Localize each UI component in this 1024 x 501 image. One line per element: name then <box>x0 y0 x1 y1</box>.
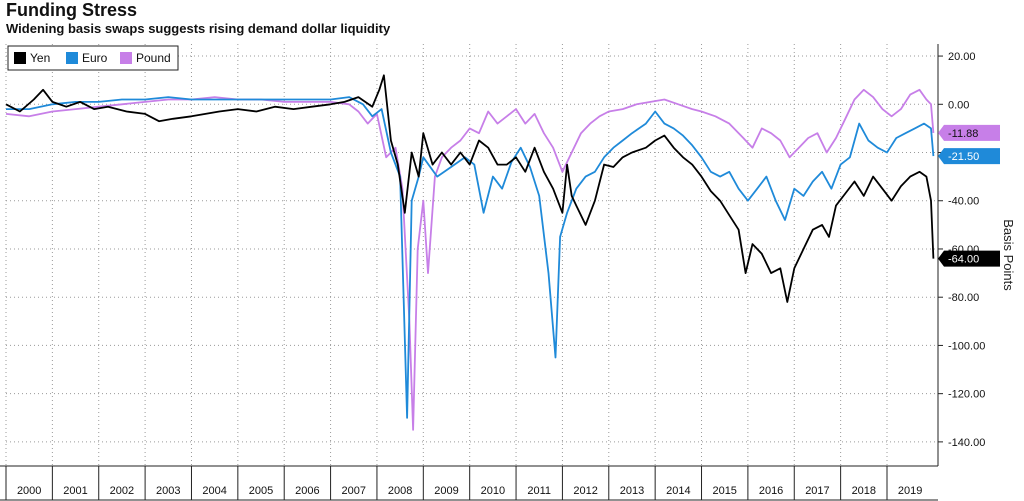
y-tick-label: -120.00 <box>948 389 985 401</box>
legend-label: Euro <box>82 51 108 65</box>
last-value-tag-euro: -21.50 <box>938 148 1000 165</box>
last-value-tag-pound: -11.88 <box>938 124 1000 141</box>
legend-item-yen: Yen <box>14 51 50 65</box>
y-tick-label: -80.00 <box>948 292 979 304</box>
tag-shape <box>938 148 1000 165</box>
tag-label: -64.00 <box>948 254 979 266</box>
x-tick-label: 2016 <box>759 485 783 497</box>
x-tick-label: 2015 <box>712 485 736 497</box>
legend-swatch <box>66 52 78 64</box>
legend-box <box>7 45 179 71</box>
x-tick-label: 2006 <box>295 485 319 497</box>
y-tick-label: 0.00 <box>948 99 969 111</box>
y-axis: 20.000.00-20.00-40.00-60.00-80.00-100.00… <box>938 51 985 449</box>
legend-swatch <box>120 52 132 64</box>
last-value-tags: -64.00 -21.50 -11.88 <box>938 124 1000 267</box>
last-value-tag-yen: -64.00 <box>938 250 1000 267</box>
chart-title: Funding Stress <box>6 0 138 20</box>
chart-subtitle: Widening basis swaps suggests rising dem… <box>6 21 391 36</box>
tag-shape <box>938 124 1000 141</box>
legend-swatch <box>14 52 26 64</box>
y-tick-label: -100.00 <box>948 340 985 352</box>
x-tick-label: 2017 <box>805 485 829 497</box>
x-tick-label: 2003 <box>156 485 180 497</box>
series-line-pound <box>5 88 935 431</box>
tag-shape <box>938 250 1000 267</box>
x-tick-label: 2014 <box>666 485 690 497</box>
x-tick-label: 2010 <box>481 485 505 497</box>
tag-label: -11.88 <box>948 128 978 140</box>
grid-lines <box>5 44 938 466</box>
y-tick-label: -40.00 <box>948 196 979 208</box>
legend: Yen Euro Pound <box>7 45 179 71</box>
legend-item-pound: Pound <box>120 51 171 65</box>
y-axis-label: Basis Points <box>1001 219 1016 291</box>
series-line-yen <box>5 74 935 303</box>
x-tick-label: 2011 <box>527 485 551 497</box>
x-tick-label: 2009 <box>434 485 458 497</box>
x-axis: 2000 2001 2002 2003 2004 2005 2006 2007 2008 2009… <box>5 466 922 500</box>
x-tick-label: 2007 <box>342 485 366 497</box>
x-tick-label: 2013 <box>620 485 644 497</box>
series-line-euro <box>6 96 935 419</box>
x-tick-label: 2008 <box>388 485 412 497</box>
y-tick-label: -140.00 <box>948 437 985 449</box>
legend-label: Yen <box>30 51 50 65</box>
x-tick-label: 2018 <box>852 485 876 497</box>
x-tick-label: 2004 <box>202 485 226 497</box>
series-layer <box>5 74 935 431</box>
legend-item-euro: Euro <box>66 51 108 65</box>
plot-frame <box>0 44 939 501</box>
x-tick-label: 2005 <box>249 485 273 497</box>
legend-label: Pound <box>136 51 171 65</box>
tag-label: -21.50 <box>948 151 979 163</box>
y-tick-label: 20.00 <box>948 51 976 63</box>
x-tick-label: 2000 <box>17 485 41 497</box>
x-tick-label: 2002 <box>110 485 134 497</box>
x-tick-label: 2019 <box>898 485 922 497</box>
x-tick-label: 2012 <box>573 485 597 497</box>
x-tick-label: 2001 <box>63 485 87 497</box>
